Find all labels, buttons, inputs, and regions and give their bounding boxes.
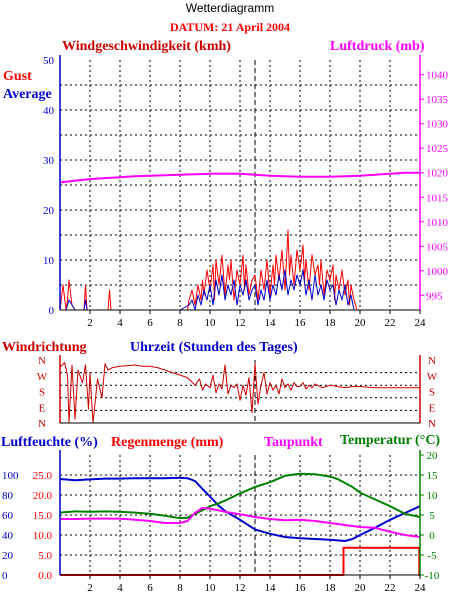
humidity-xtick-label: 2: [87, 582, 93, 594]
humidity-xtick-label: 22: [385, 582, 396, 594]
direction-right-tick-label: W: [427, 371, 438, 383]
temperature-tick-label: -10: [425, 570, 440, 582]
wind-ytick-label: 40: [43, 105, 55, 117]
humidity-xtick-label: 6: [147, 582, 153, 594]
wind-ytick-label: 50: [43, 55, 55, 67]
temperature-tick-label: 15: [427, 470, 439, 482]
pressure-tick-label: 1020: [426, 168, 449, 180]
humidity-tick-label: 40: [2, 530, 14, 542]
rain-tick-label: 15.0: [33, 510, 53, 522]
humidity-label: Luftfeuchte (%): [1, 435, 98, 450]
legend-gust: Gust: [3, 69, 32, 84]
wind-series-average: [60, 269, 360, 311]
wind-xtick-label: 10: [205, 317, 217, 329]
rain-tick-label: 10.0: [33, 530, 53, 542]
wind-xtick-label: 16: [295, 317, 307, 329]
wind-xtick-label: 4: [117, 317, 123, 329]
direction-left-tick-label: N: [38, 355, 46, 367]
direction-left-tick-label: N: [38, 418, 46, 430]
wind-xtick-label: 24: [415, 317, 427, 329]
humidity-series-taupunkt: [60, 506, 421, 538]
humidity-xtick-label: 18: [325, 582, 337, 594]
wind-ytick-label: 20: [43, 205, 55, 217]
humidity-tick-label: 20: [2, 550, 14, 562]
pressure-tick-label: 1005: [426, 241, 449, 253]
humidity-xtick-label: 4: [117, 582, 123, 594]
humidity-xtick-label: 20: [355, 582, 367, 594]
humidity-xtick-label: 10: [205, 582, 217, 594]
wind-series-luftdruck: [59, 171, 420, 184]
pressure-tick-label: 1000: [426, 266, 449, 278]
rain-tick-label: 5.0: [38, 550, 52, 562]
pressure-tick-label: 1010: [426, 217, 449, 229]
humidity-xtick-label: 12: [235, 582, 246, 594]
axes-layer: [59, 55, 424, 579]
direction-right-tick-label: N: [428, 355, 436, 367]
wind-ytick-label: 0: [49, 305, 55, 317]
direction-left-tick-label: S: [39, 387, 45, 399]
temperature-tick-label: 5: [429, 510, 435, 522]
pressure-tick-label: 1035: [426, 94, 449, 106]
wind-direction-label: Windrichtung: [2, 340, 87, 355]
wind-xtick-label: 22: [385, 317, 396, 329]
humidity-tick-label: 0: [2, 570, 8, 582]
rain-tick-label: 25.0: [33, 470, 53, 482]
legend-average: Average: [3, 87, 52, 102]
temperature-tick-label: 20: [427, 450, 439, 462]
wind-xtick-label: 12: [235, 317, 246, 329]
humidity-series-temperatur: [59, 472, 421, 520]
wind-xtick-label: 14: [265, 317, 277, 329]
rain-tick-label: 0.0: [38, 570, 52, 582]
pressure-tick-label: 1025: [426, 143, 449, 155]
humidity-xtick-label: 14: [265, 582, 277, 594]
direction-series-windrichtung: [59, 362, 420, 424]
direction-right-tick-label: S: [429, 387, 435, 399]
wind-speed-label: Windgeschwindigkeit (kmh): [62, 39, 231, 54]
humidity-xtick-label: 8: [177, 582, 183, 594]
pressure-tick-label: 1015: [426, 192, 449, 204]
rain-tick-label: 20.0: [33, 490, 53, 502]
pressure-tick-label: 1040: [426, 70, 449, 82]
direction-right-tick-label: N: [428, 418, 436, 430]
direction-right-tick-label: E: [429, 402, 436, 414]
rain-label: Regenmenge (mm): [111, 435, 224, 450]
dewpoint-label: Taupunkt: [264, 435, 323, 450]
tick-labels-layer: 2 4 6 8 10 12 14 16 18 20 22 2401020304050995100010…: [2, 55, 449, 594]
wind-ytick-label: 10: [43, 255, 55, 267]
humidity-xtick-label: 16: [295, 582, 307, 594]
chart-title: Wetterdiagramm: [186, 1, 274, 15]
pressure-tick-label: 995: [426, 290, 443, 302]
wind-xtick-label: 18: [325, 317, 337, 329]
wind-xtick-label: 6: [147, 317, 153, 329]
humidity-tick-label: 100: [2, 470, 19, 482]
x-axis-label: Uhrzeit (Stunden des Tages): [130, 340, 298, 355]
date-label: DATUM: 21 April 2004: [170, 20, 290, 34]
temperature-tick-label: 0: [429, 530, 435, 542]
direction-left-tick-label: W: [37, 371, 48, 383]
temperature-tick-label: 10: [427, 490, 439, 502]
direction-left-tick-label: E: [39, 402, 46, 414]
temperature-label: Temperatur (°C): [340, 433, 440, 448]
humidity-xtick-label: 24: [415, 582, 427, 594]
pressure-tick-label: 1030: [426, 119, 449, 131]
wind-ytick-label: 30: [43, 155, 55, 167]
wind-xtick-label: 8: [177, 317, 183, 329]
wind-xtick-label: 20: [355, 317, 367, 329]
pressure-label: Luftdruck (mb): [330, 39, 425, 54]
humidity-tick-label: 80: [2, 490, 14, 502]
wind-xtick-label: 2: [87, 317, 93, 329]
temperature-tick-label: -5: [427, 550, 437, 562]
humidity-tick-label: 60: [2, 510, 14, 522]
